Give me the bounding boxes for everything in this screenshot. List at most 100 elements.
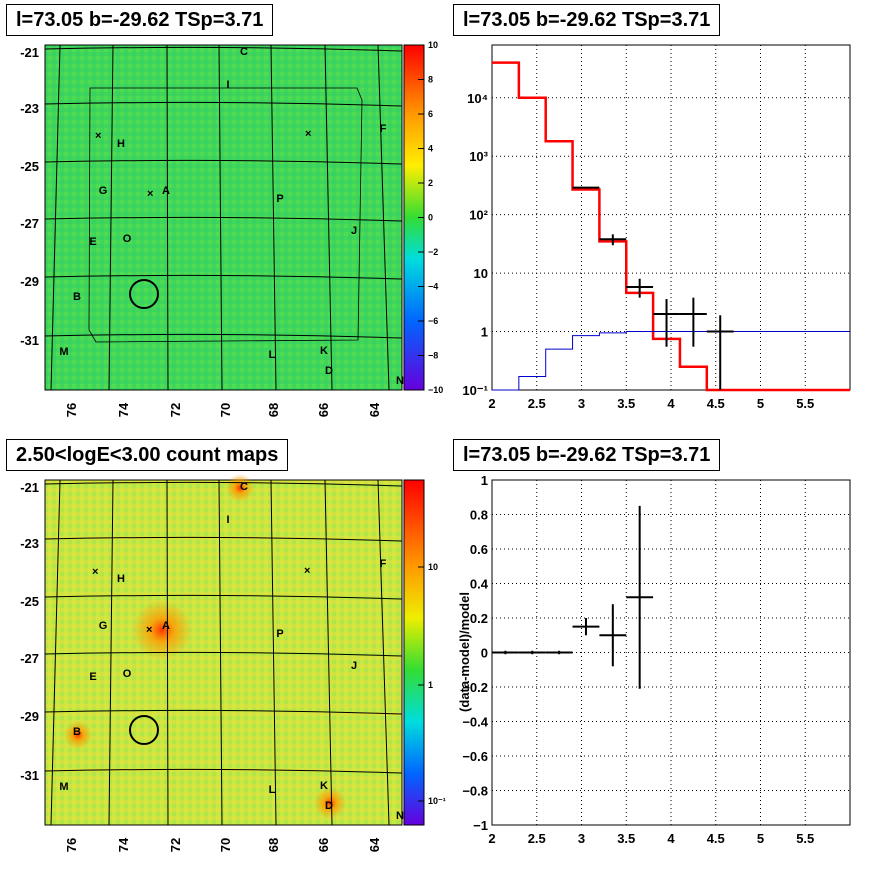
- y-tick-label: -31: [20, 333, 39, 348]
- source-label-j: J: [351, 225, 357, 237]
- y-tick-label: -31: [20, 768, 39, 783]
- x-tick-label: 64: [367, 837, 382, 852]
- y-tick-label: 0.8: [470, 508, 488, 523]
- x-tick-label: 2: [488, 396, 495, 411]
- y-tick-label: 10⁴: [467, 91, 488, 106]
- source-a-glow: [132, 600, 192, 660]
- svg-text:×: ×: [304, 565, 310, 577]
- spectrum-title: l=73.05 b=-29.62 TSp=3.71: [453, 4, 721, 36]
- y-tick-label: 1: [481, 325, 488, 340]
- spectrum-panel: 2 2.5 3 3.5 4 4.5 5 5.5 10⁻¹ 1 10 10² 10³ 10⁴: [462, 44, 851, 411]
- colorbar-tick-label: 2: [428, 178, 433, 188]
- residual-point: [518, 650, 546, 655]
- colorbar-tick-label: −4: [428, 282, 438, 292]
- target-circle: [129, 715, 159, 745]
- x-tick-label: 3.5: [617, 831, 635, 846]
- y-tick-label: -29: [20, 274, 39, 289]
- x-tick-label: 3: [578, 396, 585, 411]
- x-tick-label: 74: [116, 402, 131, 417]
- y-tick-label: -29: [20, 709, 39, 724]
- data-point: [679, 297, 707, 347]
- source-label-f: F: [380, 123, 387, 135]
- y-tick-label: 10⁻¹: [462, 383, 488, 398]
- source-label-e: E: [89, 671, 96, 683]
- source-label-n: N: [396, 810, 404, 822]
- x-tick-label: 64: [367, 402, 382, 417]
- source-markers: × × ×: [95, 128, 311, 200]
- residual-ratio-panel: 2 2.5 3 3.5 4 4.5 5 5.5 −1 −0.8 −0.6 −0.4 −0.2 0 0.2 0…: [457, 473, 851, 846]
- y-tick-label: -21: [20, 480, 39, 495]
- x-tick-label: 68: [266, 403, 281, 417]
- x-tick-label: 3.5: [617, 396, 635, 411]
- y-tick-label: 0.6: [470, 542, 488, 557]
- y-tick-label: -21: [20, 45, 39, 60]
- x-tick-label: 4: [667, 396, 675, 411]
- x-tick-label: 4.5: [707, 831, 725, 846]
- colorbar-tick-label: 10⁻¹: [428, 796, 446, 806]
- count-map-grid: [44, 479, 403, 826]
- source-label-a: A: [162, 185, 170, 197]
- y-axis-label: (data-model)/model: [457, 592, 472, 712]
- source-markers: × × ×: [92, 565, 310, 636]
- x-tick-label: 5: [757, 396, 764, 411]
- residual-ratio-title: l=73.05 b=-29.62 TSp=3.71: [453, 439, 721, 471]
- colorbar-tick-label: −2: [428, 247, 438, 257]
- x-tick-label: 2.5: [528, 831, 546, 846]
- source-label-d: D: [325, 800, 333, 812]
- y-tick-label: -25: [20, 159, 39, 174]
- x-tick-label: 5.5: [796, 396, 814, 411]
- y-tick-label: −0.2: [462, 680, 488, 695]
- target-circle: [129, 279, 159, 309]
- colorbar-tick-label: −10: [428, 385, 443, 395]
- source-label-p: P: [276, 193, 283, 205]
- residual-point: [545, 650, 573, 655]
- y-tick-label: 1: [481, 473, 488, 488]
- source-label-c: C: [240, 46, 248, 58]
- count-colorbar: [403, 479, 425, 826]
- y-tick-label: -23: [20, 101, 39, 116]
- svg-text:×: ×: [305, 128, 311, 140]
- y-tick-label: 10: [474, 266, 488, 281]
- source-label-h: H: [117, 138, 125, 150]
- y-tick-label: 0: [481, 646, 488, 661]
- source-label-p: P: [276, 628, 283, 640]
- y-tick-label: 10²: [469, 208, 488, 223]
- x-tick-label: 76: [64, 403, 79, 417]
- source-label-i: I: [226, 79, 229, 91]
- data-point: [599, 234, 627, 246]
- y-tick-label: −0.4: [462, 715, 488, 730]
- colorbar-tick-label: 6: [428, 109, 433, 119]
- residual-point: [599, 604, 627, 667]
- residual-map-title: l=73.05 b=-29.62 TSp=3.71: [6, 4, 274, 36]
- svg-text:×: ×: [146, 624, 152, 636]
- colorbar-tick-label: 4: [428, 144, 433, 154]
- count-map-panel: × × × C I H F G A P J E O B M L KD N 10 1 10⁻¹ 76 74 72 70 68 6…: [20, 474, 446, 852]
- source-label-k: K: [320, 345, 328, 357]
- source-label-l: L: [269, 784, 276, 796]
- residual-point: [492, 650, 519, 655]
- source-label-l: L: [269, 349, 276, 361]
- y-tick-label: −0.6: [462, 749, 488, 764]
- x-tick-label: 4: [667, 831, 675, 846]
- x-tick-label: 72: [168, 403, 183, 417]
- model-total-series-line: [492, 61, 850, 392]
- y-tick-label: -23: [20, 536, 39, 551]
- x-tick-label: 2.5: [528, 396, 546, 411]
- svg-text:×: ×: [95, 130, 101, 142]
- x-tick-label: 70: [218, 403, 233, 417]
- source-label-n: N: [396, 375, 404, 387]
- source-d-glow: [314, 787, 346, 819]
- source-label-j: J: [351, 660, 357, 672]
- x-tick-label: 74: [116, 837, 131, 852]
- source-label-g: G: [99, 185, 108, 197]
- x-tick-label: 72: [168, 838, 183, 852]
- residual-point: [626, 505, 654, 689]
- source-c-glow: [226, 474, 254, 502]
- colorbar-tick-label: 1: [428, 680, 433, 690]
- source-label-o: O: [123, 233, 132, 245]
- colorbar-tick-label: 0: [428, 213, 433, 223]
- source-label-b: B: [73, 726, 81, 738]
- count-map-title: 2.50<logE<3.00 count maps: [6, 439, 289, 471]
